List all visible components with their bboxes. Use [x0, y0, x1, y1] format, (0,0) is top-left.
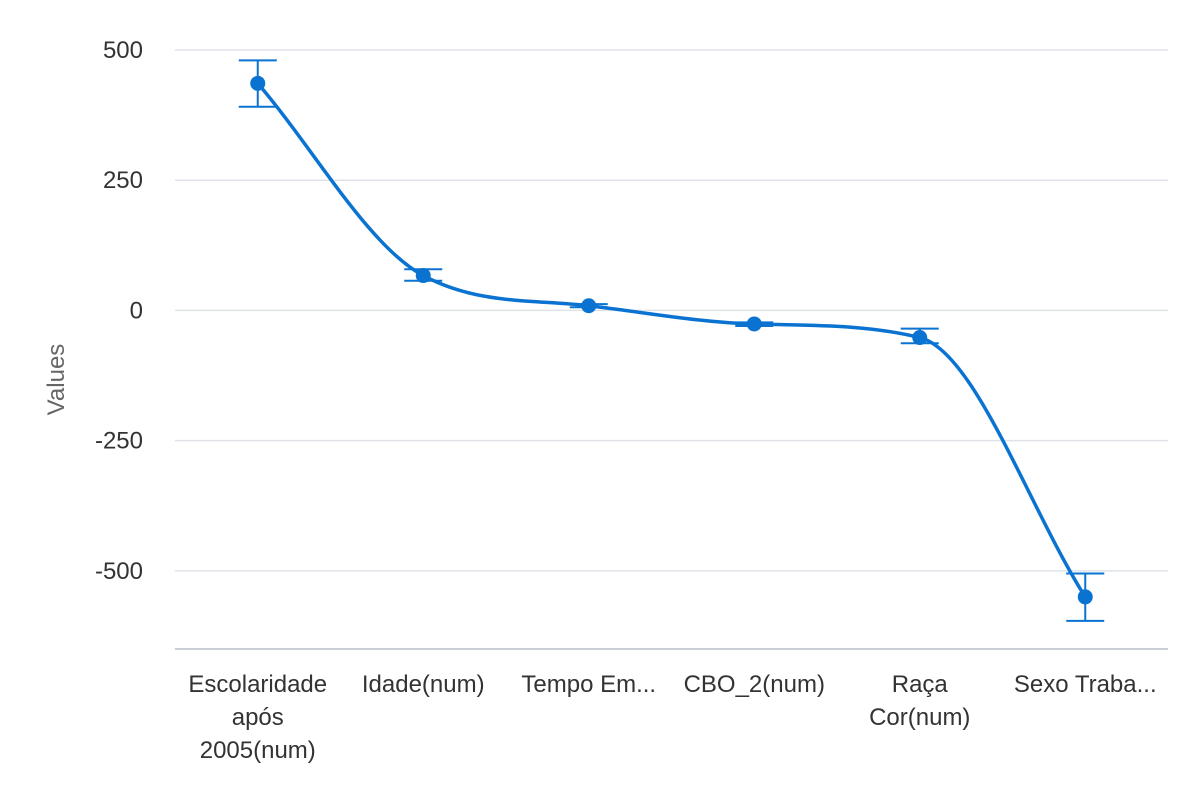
- x-tick-label-line: após: [232, 704, 284, 731]
- y-tick-label: 500: [103, 37, 143, 64]
- x-tick-label: CBO_2(num): [684, 671, 825, 698]
- x-tick-label-line: Idade(num): [362, 671, 485, 698]
- x-tick-label: Escolaridade após 2005(num): [188, 671, 327, 764]
- y-tick-label: -250: [95, 428, 143, 455]
- x-tick-label-line: 2005(num): [200, 737, 316, 764]
- x-tick-label: Idade(num): [362, 671, 485, 698]
- y-tick-label: 250: [103, 167, 143, 194]
- data-point[interactable]: [581, 298, 597, 314]
- data-point[interactable]: [912, 330, 928, 346]
- y-axis-ticks: 500 250 0 -250 -500: [95, 37, 143, 585]
- gridlines: [175, 49, 1168, 650]
- y-axis-title: Values: [43, 344, 70, 416]
- data-point[interactable]: [1077, 589, 1093, 605]
- x-tick-label-line: Tempo Em...: [521, 671, 656, 698]
- y-tick-label: 0: [130, 297, 143, 324]
- x-tick-label-line: Sexo Traba...: [1014, 671, 1157, 698]
- error-bars: [238, 59, 1105, 622]
- x-axis-ticks: Escolaridade após 2005(num) Idade(num) Tempo…: [188, 671, 1156, 764]
- series-line: [256, 82, 1087, 598]
- data-point[interactable]: [250, 75, 266, 91]
- data-points: [250, 75, 1093, 605]
- data-point[interactable]: [415, 268, 431, 284]
- data-point[interactable]: [746, 316, 762, 332]
- series-line-path: [256, 82, 1087, 598]
- x-tick-label-line: Escolaridade: [188, 671, 327, 698]
- x-tick-label-line: Raça: [892, 671, 949, 698]
- x-tick-label: Raça Cor(num): [869, 671, 970, 731]
- x-tick-label-line: Cor(num): [869, 704, 970, 731]
- y-tick-label: -500: [95, 558, 143, 585]
- x-tick-label: Sexo Traba...: [1014, 671, 1157, 698]
- x-tick-label-line: CBO_2(num): [684, 671, 825, 698]
- x-tick-label: Tempo Em...: [521, 671, 656, 698]
